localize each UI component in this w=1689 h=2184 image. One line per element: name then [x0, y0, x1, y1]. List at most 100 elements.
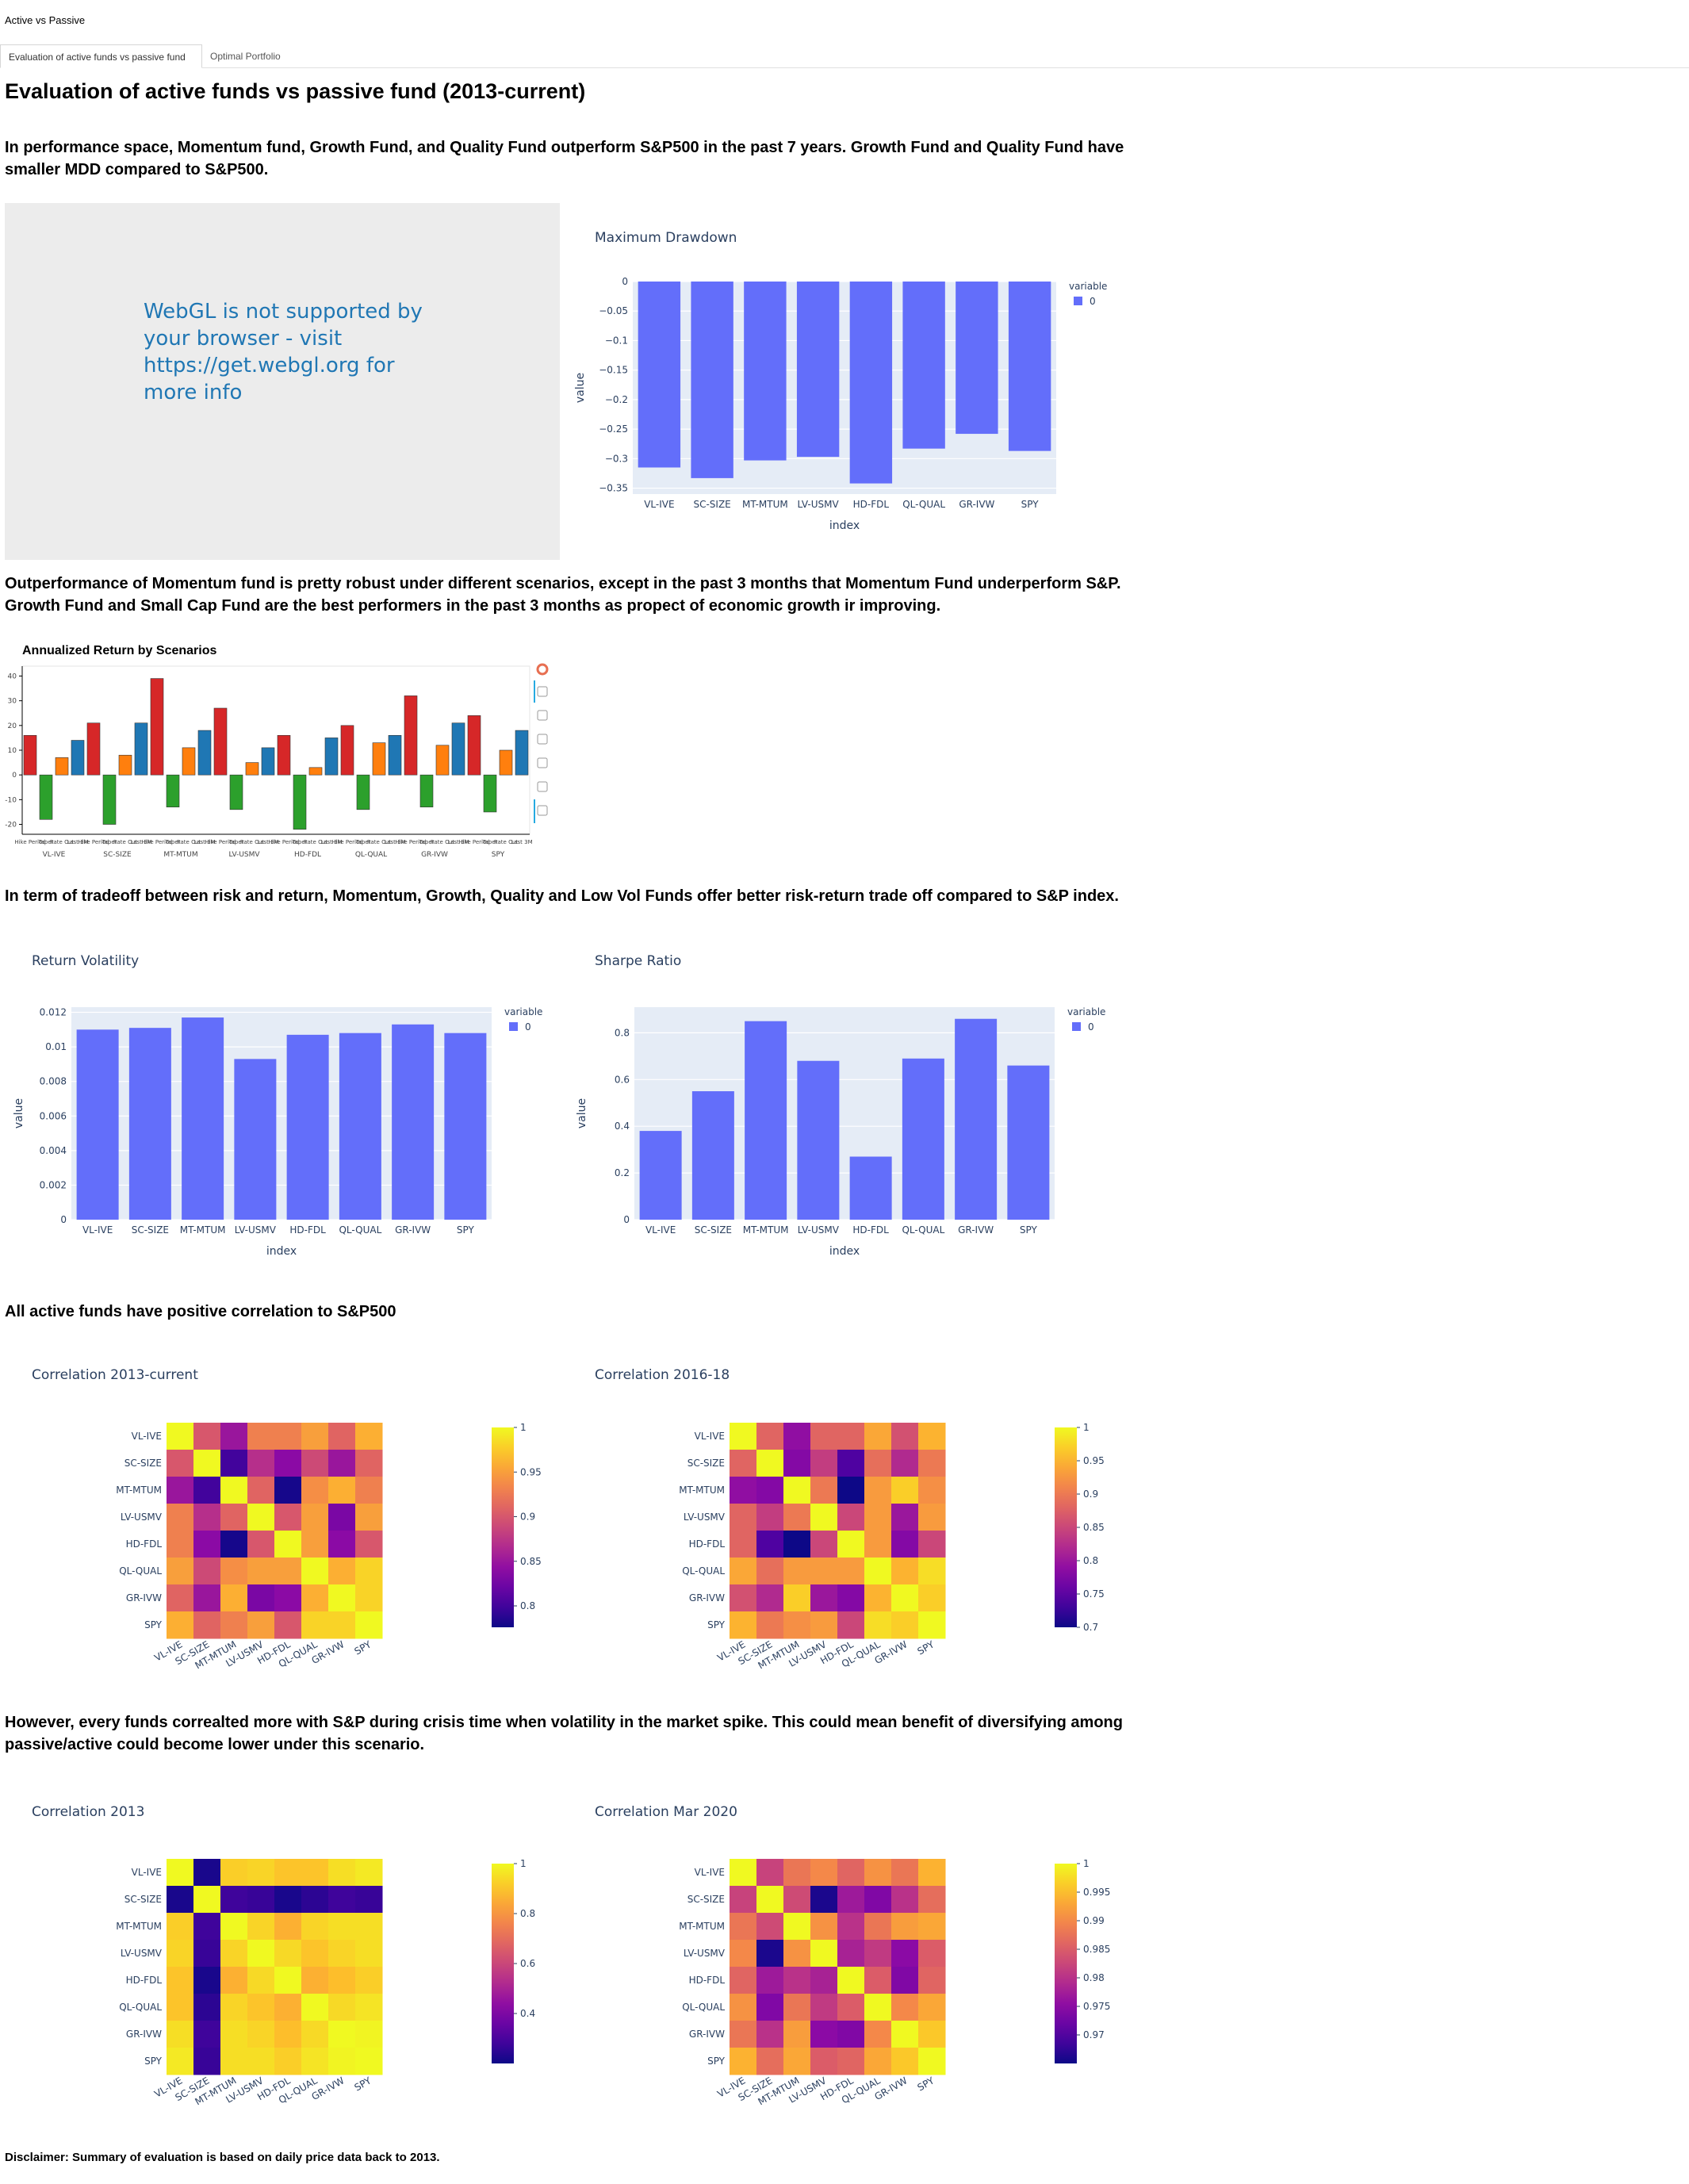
bar: [849, 282, 893, 484]
y-axis-label: value: [13, 1098, 25, 1128]
y-axis-label: value: [574, 373, 587, 403]
heatmap-cell: [167, 1940, 194, 1968]
x-tick-label: VL-IVE: [645, 1224, 676, 1236]
bar: [324, 738, 339, 776]
x-tick-label: MT-MTUM: [743, 1224, 789, 1236]
bar: [1007, 1065, 1050, 1220]
heatmap-cell: [864, 1940, 892, 1968]
heatmap-correlation-mar-2020[interactable]: VL-IVEVL-IVESC-SIZESC-SIZEMT-MTUMMT-MTUM…: [563, 1848, 1134, 2117]
heatmap-correlation-2013[interactable]: VL-IVEVL-IVESC-SIZESC-SIZEMT-MTUMMT-MTUM…: [0, 1848, 571, 2117]
y-tick-label: 0.004: [40, 1145, 67, 1156]
x-tick-label: LV-USMV: [798, 499, 840, 510]
heatmap-cell: [783, 1477, 811, 1504]
heatmap-cell: [837, 1940, 865, 1968]
heatmap-cell: [730, 1611, 757, 1639]
y-tick-label: −0.35: [599, 483, 628, 494]
heatmap-cell: [730, 1423, 757, 1450]
chart-sharpe-ratio[interactable]: 0 0.2 0.4 0.6 0.8 VL-IVE SC-SIZE MT-MTUM LV-USMV…: [563, 983, 1134, 1269]
bar: [213, 707, 228, 776]
sub-label: Last 3M: [447, 839, 469, 845]
heatmap-correlation-2013-current[interactable]: VL-IVEVL-IVESC-SIZESC-SIZEMT-MTUMMT-MTUM…: [0, 1412, 571, 1681]
heatmap-cell: [328, 1940, 356, 1968]
bar: [308, 767, 323, 776]
y-tick-label: MT-MTUM: [116, 1921, 162, 1932]
hover-icon[interactable]: [537, 805, 548, 816]
sub-label: Hike Period: [78, 839, 109, 845]
tab-optimal-portfolio[interactable]: Optimal Portfolio: [210, 51, 281, 62]
bar: [356, 774, 370, 810]
heatmap-cell: [864, 1531, 892, 1558]
heatmap-cell: [756, 1913, 784, 1941]
sub-label: Taper: [164, 839, 180, 845]
heatmap-cell: [837, 1504, 865, 1531]
group-label: VL-IVE: [43, 851, 66, 859]
colorbar-tick-label: 0.98: [1083, 1972, 1105, 1983]
heatmap-cell: [810, 1859, 838, 1887]
heatmap-cell: [810, 2048, 838, 2075]
chart-title-scenarios: Annualized Return by Scenarios: [22, 644, 217, 657]
chart-title-sharpe: Sharpe Ratio: [595, 953, 682, 969]
sub-label: Hike Period: [14, 839, 45, 845]
wheel-zoom-icon[interactable]: [537, 734, 548, 745]
chart-return-volatility[interactable]: 0 0.002 0.004 0.006 0.008 0.01 0.012 VL-IVE SC-S…: [0, 983, 571, 1269]
y-tick-label: VL-IVE: [132, 1867, 162, 1878]
sub-label: Hike Period: [458, 839, 489, 845]
heatmap-cell: [193, 1504, 221, 1531]
reset-icon[interactable]: [537, 781, 548, 792]
y-tick-label: 40: [8, 672, 17, 680]
bar: [467, 715, 481, 776]
x-axis-label: index: [829, 519, 860, 532]
heatmap-cell: [918, 1611, 946, 1639]
pan-icon[interactable]: [537, 686, 548, 697]
colorbar-tick-label: 0.8: [520, 1600, 535, 1611]
heatmap-cell: [301, 1886, 329, 1914]
heatmap-cell: [220, 1423, 248, 1450]
heatmap-cell: [730, 1477, 757, 1504]
heatmap-cell: [837, 1611, 865, 1639]
heatmap-cell: [730, 1994, 757, 2021]
heatmap-cell: [247, 1558, 275, 1585]
box-zoom-icon[interactable]: [537, 710, 548, 721]
heatmap-cell: [756, 2048, 784, 2075]
save-icon[interactable]: [537, 757, 548, 768]
heatmap-cell: [355, 1504, 383, 1531]
y-tick-label: MT-MTUM: [679, 1485, 725, 1496]
chart-max-drawdown[interactable]: 0 −0.05 −0.1 −0.15 −0.2 −0.25 −0.3 −0.35 VL-IVE S…: [555, 262, 1126, 539]
heatmap-cell: [918, 2048, 946, 2075]
heatmap-cell: [220, 1859, 248, 1887]
heatmap-correlation-2016-18[interactable]: VL-IVEVL-IVESC-SIZESC-SIZEMT-MTUMMT-MTUM…: [563, 1412, 1134, 1681]
heatmap-cell: [274, 1504, 302, 1531]
heatmap-cell: [193, 1967, 221, 1994]
paragraph-momentum: Outperformance of Momentum fund is prett…: [5, 575, 1121, 615]
heatmap-cell: [891, 1913, 919, 1941]
heatmap-cell: [328, 1584, 356, 1612]
heatmap-cell: [355, 1450, 383, 1477]
x-tick-label: VL-IVE: [644, 499, 674, 510]
heatmap-cell: [220, 1531, 248, 1558]
y-tick-label: 0.012: [40, 1007, 67, 1018]
heatmap-cell: [247, 1584, 275, 1612]
heatmap-cell: [274, 1940, 302, 1968]
y-tick-label: SPY: [144, 1619, 163, 1630]
heatmap-cell: [328, 1611, 356, 1639]
heatmap-cell: [730, 1531, 757, 1558]
webgl-placeholder: WebGL is not supported by your browser -…: [5, 203, 560, 560]
tab-evaluation[interactable]: Evaluation of active funds vs passive fu…: [0, 44, 202, 68]
heatmap-cell: [891, 1584, 919, 1612]
y-tick-label: VL-IVE: [695, 1431, 725, 1442]
heatmap-cell: [274, 1913, 302, 1941]
bar: [483, 774, 497, 813]
bar: [849, 1156, 892, 1220]
bar: [23, 734, 37, 776]
y-tick-label: QL-QUAL: [682, 2002, 725, 2013]
x-tick-label: SPY: [916, 1638, 937, 1657]
y-tick-label: QL-QUAL: [119, 1565, 162, 1577]
heatmap-cell: [918, 1967, 946, 1994]
heatmap-cell: [301, 1859, 329, 1887]
heatmap-cell: [918, 1940, 946, 1968]
bar: [134, 722, 148, 776]
heatmap-cell: [301, 1504, 329, 1531]
heatmap-cell: [810, 1967, 838, 1994]
colorbar: [1055, 1427, 1077, 1627]
